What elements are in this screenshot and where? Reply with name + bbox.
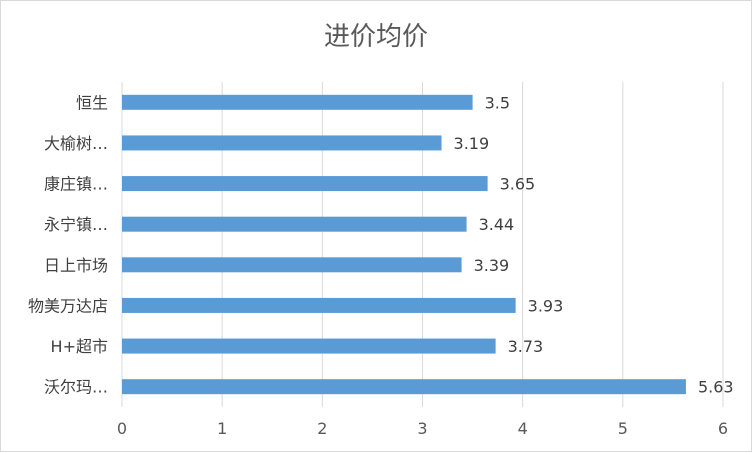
category-label: 沃尔玛… — [44, 378, 108, 397]
bar — [122, 94, 473, 110]
bar — [122, 216, 467, 232]
x-tick-label: 2 — [317, 419, 327, 438]
x-tick-label: 5 — [618, 419, 628, 438]
category-label: 永宁镇… — [44, 215, 108, 234]
category-label: H+超市 — [51, 337, 108, 356]
bar — [122, 338, 496, 354]
chart-title: 进价均价 — [323, 22, 428, 52]
bar — [122, 176, 488, 192]
x-tick-label: 1 — [217, 419, 227, 438]
bar — [122, 379, 686, 395]
data-label: 5.63 — [698, 378, 734, 397]
data-label: 3.5 — [485, 93, 510, 112]
bar — [122, 297, 516, 313]
bar — [122, 257, 462, 273]
x-tick-label: 6 — [718, 419, 728, 438]
x-tick-label: 4 — [518, 419, 528, 438]
category-label: 恒生 — [76, 93, 108, 112]
x-tick-label: 3 — [417, 419, 427, 438]
data-label: 3.73 — [508, 337, 544, 356]
data-label: 3.93 — [528, 296, 564, 315]
data-label: 3.19 — [454, 134, 490, 153]
bar — [122, 135, 442, 151]
category-label: 物美万达店 — [28, 296, 108, 315]
data-label: 3.65 — [500, 175, 536, 194]
data-label: 3.44 — [479, 215, 515, 234]
category-label: 日上市场 — [44, 256, 108, 275]
data-label: 3.39 — [474, 256, 510, 275]
category-label: 康庄镇… — [44, 175, 108, 194]
x-tick-label: 0 — [117, 419, 127, 438]
category-label: 大榆树… — [44, 134, 108, 153]
